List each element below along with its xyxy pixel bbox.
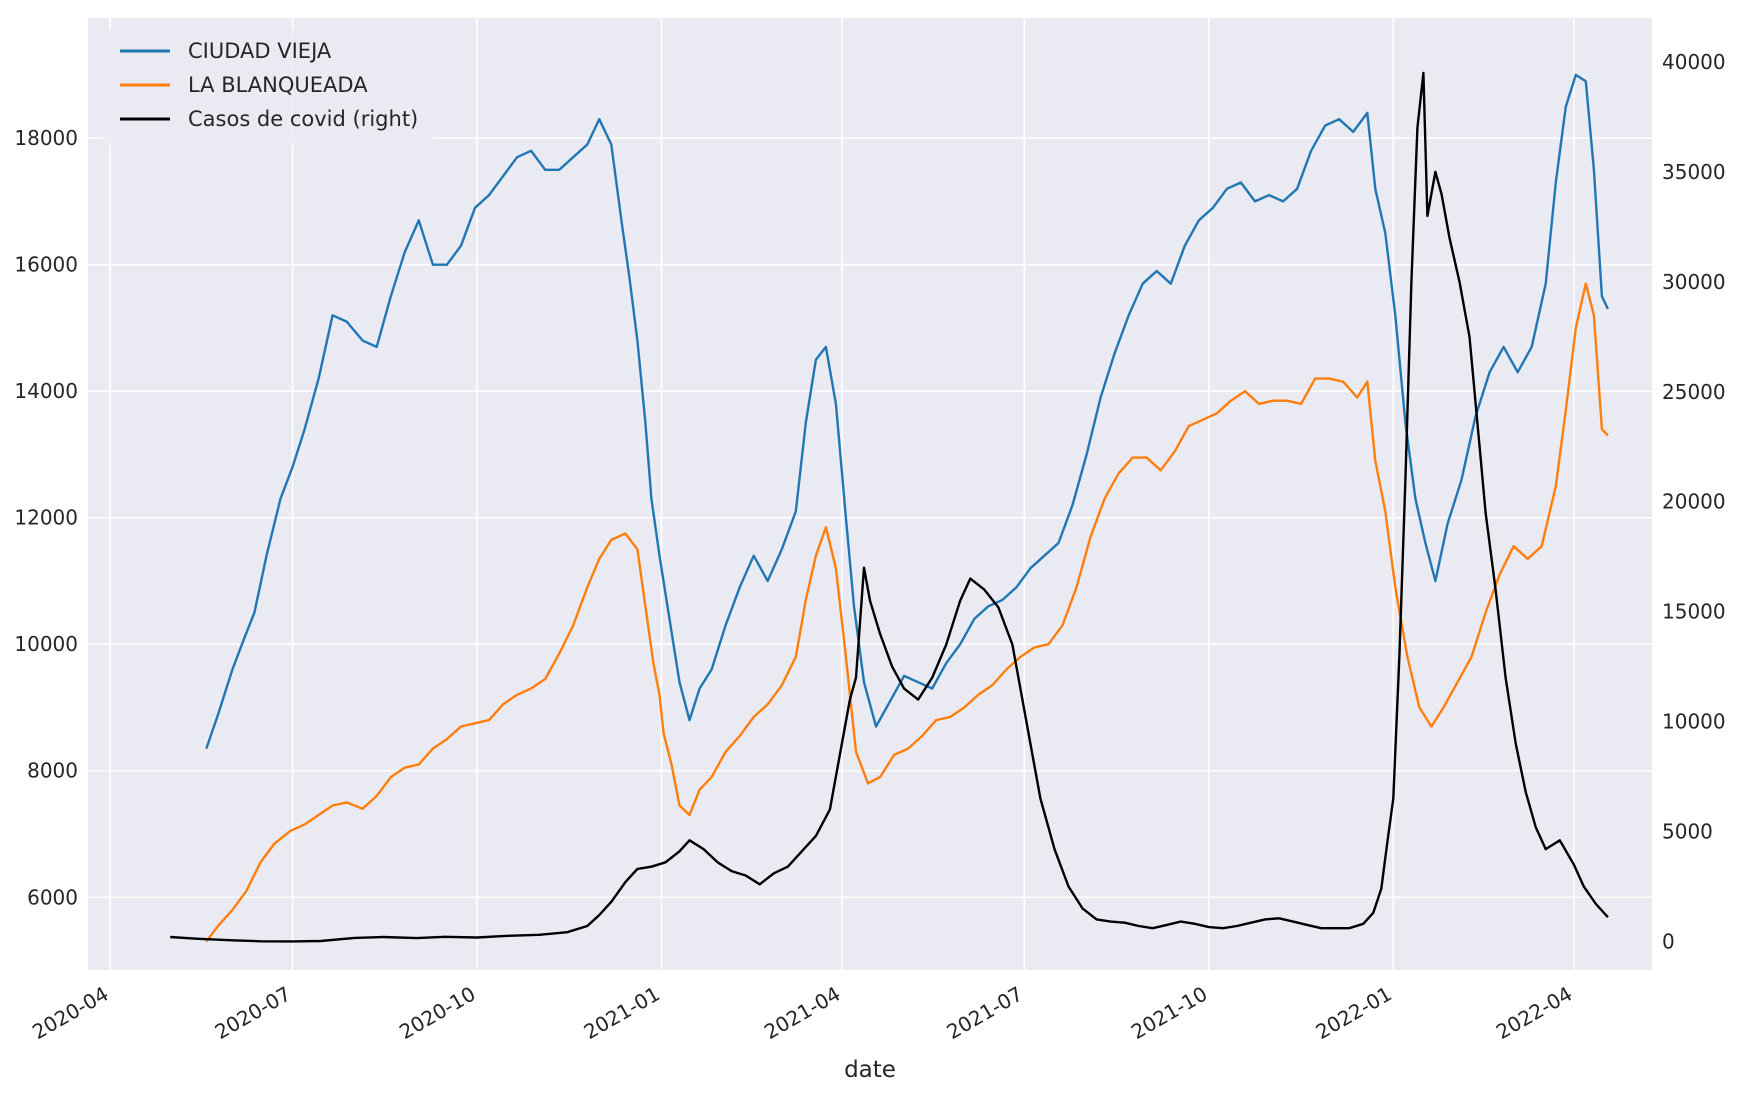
grid-vertical-lines [109, 18, 1575, 970]
legend: CIUDAD VIEJA LA BLANQUEADA Casos de covi… [103, 30, 433, 145]
x-axis-ticks: 2020-04 2020-07 2020-10 2021-01 2021-04 2021-… [28, 982, 1576, 1045]
y-right-axis-ticks: 0 5000 10000 15000 20000 25000 30000 35000 40000 [1662, 50, 1726, 953]
x-tick-label: 2021-10 [1127, 982, 1211, 1045]
x-tick-label: 2021-04 [760, 982, 844, 1045]
series-layer [170, 71, 1609, 943]
x-tick-label: 2022-01 [1311, 982, 1395, 1045]
y-right-tick-label: 40000 [1662, 50, 1726, 74]
series-ciudad-vieja-line [205, 73, 1609, 749]
y-left-tick-label: 8000 [27, 759, 78, 783]
legend-label-ciudad-vieja: CIUDAD VIEJA [188, 39, 332, 63]
y-left-tick-label: 10000 [14, 632, 78, 656]
y-right-tick-label: 0 [1662, 929, 1675, 953]
x-axis-label: date [844, 1057, 896, 1083]
x-tick-label: 2020-04 [28, 982, 112, 1045]
y-right-tick-label: 5000 [1662, 819, 1713, 843]
series-la-blanqueada-line [205, 282, 1609, 943]
y-right-tick-label: 25000 [1662, 380, 1726, 404]
y-right-tick-label: 35000 [1662, 160, 1726, 184]
y-right-tick-label: 30000 [1662, 270, 1726, 294]
y-right-tick-label: 20000 [1662, 490, 1726, 514]
y-left-tick-label: 12000 [14, 506, 78, 530]
x-tick-label: 2022-04 [1492, 982, 1576, 1045]
y-left-tick-label: 6000 [27, 885, 78, 909]
x-tick-label: 2021-01 [580, 982, 664, 1045]
legend-box [103, 30, 433, 145]
x-tick-label: 2021-07 [943, 982, 1027, 1045]
x-tick-label: 2020-07 [211, 982, 295, 1045]
legend-label-la-blanqueada: LA BLANQUEADA [188, 73, 368, 97]
y-left-tick-label: 16000 [14, 253, 78, 277]
x-tick-label: 2020-10 [395, 982, 479, 1045]
grid-horizontal-lines [88, 137, 1652, 899]
series-casos-de-covid-line [170, 71, 1609, 943]
y-left-tick-label: 14000 [14, 379, 78, 403]
y-right-tick-label: 15000 [1662, 600, 1726, 624]
y-left-tick-label: 18000 [14, 126, 78, 150]
legend-label-casos-de-covid: Casos de covid (right) [188, 107, 418, 131]
plot-background [88, 18, 1652, 970]
y-right-tick-label: 10000 [1662, 710, 1726, 734]
y-left-axis-ticks: 6000 8000 10000 12000 14000 16000 18000 [14, 126, 78, 909]
